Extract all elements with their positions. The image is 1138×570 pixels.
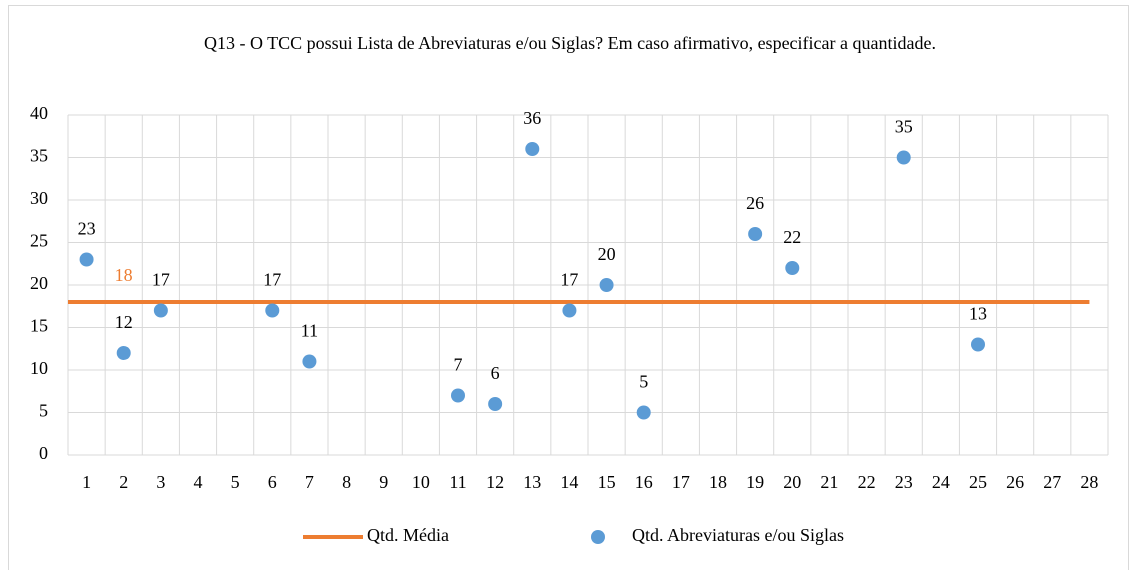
data-label: 7 [454, 355, 463, 375]
scatter-point [896, 150, 911, 165]
x-tick-label: 28 [1080, 472, 1098, 492]
scatter-point [116, 346, 131, 360]
data-label: 26 [746, 193, 764, 213]
x-tick-label: 12 [486, 472, 504, 492]
data-label: 13 [969, 304, 987, 324]
scatter-point [599, 278, 614, 292]
x-tick-label: 20 [783, 472, 801, 492]
y-tick-label: 20 [30, 273, 48, 293]
x-tick-label: 10 [412, 472, 430, 492]
legend-label: Qtd. Média [367, 525, 449, 545]
x-tick-label: 5 [231, 472, 240, 492]
scatter-point [265, 303, 280, 318]
x-tick-label: 22 [858, 472, 876, 492]
data-label: 35 [895, 117, 913, 137]
x-tick-label: 6 [268, 472, 277, 492]
chart-title: Q13 - O TCC possui Lista de Abreviaturas… [204, 33, 936, 53]
legend-swatch [591, 530, 605, 544]
x-tick-label: 13 [523, 472, 541, 492]
x-tick-label: 9 [379, 472, 388, 492]
x-tick-label: 1 [82, 472, 91, 492]
chart-border [8, 5, 1129, 570]
data-label: 18 [115, 265, 133, 285]
scatter-point [488, 397, 503, 411]
y-tick-label: 5 [39, 401, 48, 421]
x-tick-label: 2 [119, 472, 128, 492]
x-tick-label: 21 [820, 472, 838, 492]
data-label: 23 [78, 219, 96, 239]
data-label: 12 [115, 312, 133, 332]
x-tick-label: 4 [194, 472, 203, 492]
x-tick-label: 23 [895, 472, 913, 492]
y-tick-label: 0 [39, 443, 48, 463]
y-tick-label: 10 [30, 358, 48, 378]
x-tick-label: 19 [746, 472, 764, 492]
data-label: 6 [491, 363, 500, 383]
legend-label: Qtd. Abreviaturas e/ou Siglas [632, 525, 844, 545]
y-tick-label: 15 [30, 316, 48, 336]
x-tick-label: 8 [342, 472, 351, 492]
scatter-point [971, 337, 985, 352]
data-label: 20 [598, 244, 616, 264]
scatter-point [636, 405, 651, 420]
x-tick-label: 24 [932, 472, 950, 492]
data-label: 17 [152, 270, 170, 290]
data-label: 17 [263, 270, 281, 290]
scatter-point [525, 142, 540, 156]
scatter-point [785, 261, 800, 275]
x-tick-label: 16 [635, 472, 653, 492]
data-label: 17 [560, 270, 578, 290]
scatter-point [451, 388, 465, 403]
data-label: 11 [301, 321, 318, 341]
scatter-point [302, 354, 317, 369]
scatter-point [562, 303, 577, 318]
x-tick-label: 14 [560, 472, 578, 492]
x-tick-label: 25 [969, 472, 987, 492]
data-label: 5 [639, 372, 648, 392]
scatter-point [748, 227, 763, 241]
x-tick-label: 18 [709, 472, 727, 492]
x-tick-label: 15 [598, 472, 616, 492]
y-tick-label: 30 [30, 188, 48, 208]
data-label: 22 [783, 227, 801, 247]
y-tick-label: 25 [30, 231, 48, 251]
y-tick-label: 35 [30, 146, 48, 166]
x-tick-label: 11 [449, 472, 466, 492]
x-tick-label: 3 [156, 472, 165, 492]
y-tick-label: 40 [30, 103, 48, 123]
scatter-point [153, 303, 168, 318]
x-tick-label: 17 [672, 472, 690, 492]
x-tick-label: 26 [1006, 472, 1024, 492]
x-tick-label: 27 [1043, 472, 1061, 492]
scatter-point [79, 252, 94, 267]
data-label: 36 [523, 108, 541, 128]
x-tick-label: 7 [305, 472, 314, 492]
